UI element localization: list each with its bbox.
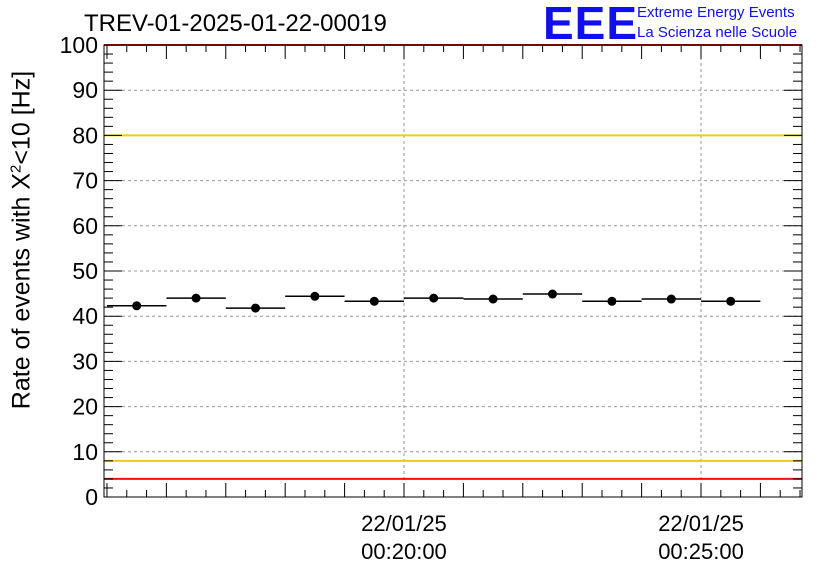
x-tick-date-label: 22/01/25 xyxy=(658,511,744,536)
chart-title: TREV-01-2025-01-22-00019 xyxy=(84,10,387,37)
data-point xyxy=(429,293,439,303)
logo-line-1: Extreme Energy Events xyxy=(637,4,795,21)
x-tick-time-label: 00:20:00 xyxy=(361,539,447,564)
y-tick-label: 40 xyxy=(72,303,98,329)
data-point xyxy=(132,301,142,311)
y-tick-label: 70 xyxy=(72,168,98,194)
data-point xyxy=(666,294,676,304)
x-tick-date-label: 22/01/25 xyxy=(361,511,447,536)
data-point xyxy=(369,296,379,306)
data-point xyxy=(488,294,498,304)
x-tick-time-label: 00:25:00 xyxy=(658,539,744,564)
y-tick-label: 90 xyxy=(72,77,98,103)
y-tick-label: 20 xyxy=(72,394,98,420)
y-tick-label: 60 xyxy=(72,213,98,239)
data-point xyxy=(310,291,320,301)
data-point xyxy=(726,296,736,306)
y-tick-label: 50 xyxy=(72,258,98,284)
data-point xyxy=(250,303,260,313)
data-point xyxy=(191,293,201,303)
logo-line-2: La Scienza nelle Scuole xyxy=(637,24,798,41)
y-tick-label: 10 xyxy=(72,439,98,465)
y-tick-label: 0 xyxy=(85,484,98,510)
y-tick-label: 80 xyxy=(72,122,98,148)
logo-mark: EEE xyxy=(543,0,639,49)
data-point xyxy=(548,289,558,299)
y-tick-label: 30 xyxy=(72,348,98,374)
y-tick-label: 100 xyxy=(60,32,98,58)
data-point xyxy=(607,296,617,306)
